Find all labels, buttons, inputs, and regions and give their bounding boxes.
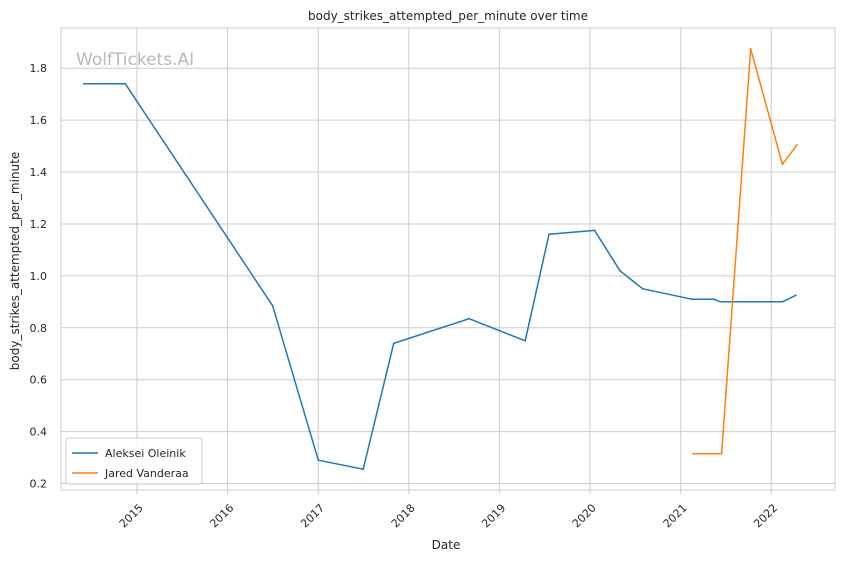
y-tick-label: 0.6 [30, 374, 48, 387]
data-point-0-15 [743, 300, 746, 303]
data-point-1-0 [692, 452, 694, 455]
chart-title: body_strikes_attempted_per_minute over t… [308, 9, 588, 23]
y-tick-label: 0.4 [30, 426, 48, 439]
legend-box [65, 437, 203, 485]
data-point-1-4 [796, 143, 798, 146]
legend-label-1: Jared Vanderaa [104, 467, 189, 480]
y-tick-label: 1.4 [30, 166, 48, 179]
data-point-0-3 [317, 459, 320, 462]
x-axis-label: Date [432, 538, 461, 552]
data-point-0-17 [794, 294, 797, 297]
data-point-0-9 [593, 229, 596, 232]
y-axis-label: body_strikes_attempted_per_minute [8, 152, 22, 370]
series-line-0 [83, 83, 797, 470]
series-layer [82, 47, 798, 471]
y-tick-label: 1.0 [30, 270, 48, 283]
data-point-0-1 [124, 82, 127, 85]
data-point-0-2 [271, 304, 274, 307]
data-point-1-3 [781, 163, 784, 166]
y-tick-label: 1.8 [30, 62, 48, 75]
y-axis-ticks: 0.2 0.4 0.6 0.8 1.0 1.2 1.4 1.6 1.8 [30, 62, 48, 490]
y-tick-label: 0.2 [30, 478, 48, 491]
data-point-0-12 [691, 298, 693, 301]
data-point-0-7 [524, 339, 527, 342]
data-point-1-2 [749, 47, 752, 50]
watermark: WolfTickets.AI [76, 50, 194, 70]
data-point-0-13 [713, 298, 715, 301]
data-point-0-14 [719, 300, 722, 303]
data-point-0-4 [362, 468, 365, 471]
legend: Aleksei Oleinik Jared Vanderaa [65, 437, 203, 485]
data-point-1-1 [720, 452, 723, 455]
data-point-0-6 [468, 317, 470, 320]
data-point-0-5 [392, 342, 395, 345]
data-point-0-11 [641, 287, 644, 290]
y-tick-label: 0.8 [30, 322, 48, 335]
data-point-0-8 [548, 233, 550, 236]
data-point-0-10 [619, 269, 621, 272]
plot-frame [60, 27, 836, 491]
legend-label-0: Aleksei Oleinik [105, 447, 186, 460]
y-tick-label: 1.6 [30, 114, 48, 127]
y-tick-label: 1.2 [30, 218, 48, 231]
data-point-0-0 [82, 82, 85, 85]
data-point-0-16 [781, 300, 784, 303]
